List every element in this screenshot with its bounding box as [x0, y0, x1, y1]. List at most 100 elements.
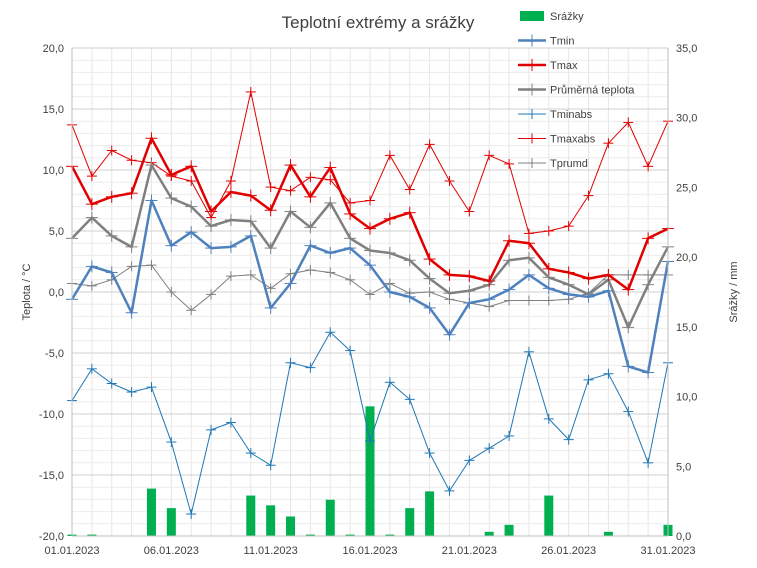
data-point [125, 306, 138, 319]
data-point [206, 289, 217, 300]
data-point [403, 206, 416, 219]
y-tick-left-label: 5,0 [49, 226, 64, 238]
data-point [365, 435, 375, 446]
precipitation-bar [325, 499, 335, 536]
data-point [305, 172, 316, 183]
y-tick-left-label: -15,0 [39, 470, 64, 482]
data-point [285, 268, 296, 279]
data-point [245, 86, 256, 97]
data-point [503, 283, 516, 296]
y-tick-right-label: 25,0 [676, 182, 697, 194]
legend-label: Průměrná teplota [550, 85, 635, 97]
data-point [166, 287, 177, 297]
data-point [105, 190, 118, 203]
data-point [264, 204, 277, 217]
data-point [503, 254, 516, 267]
data-point [364, 244, 376, 257]
y-tick-left-label: 15,0 [43, 104, 64, 116]
data-point [145, 194, 158, 207]
data-point [603, 368, 614, 379]
data-point [403, 254, 416, 267]
data-point [85, 211, 98, 224]
y-tick-left-label: 10,0 [43, 165, 64, 177]
data-point [324, 196, 337, 209]
legend-label: Tmax [550, 60, 578, 72]
x-tick-label: 16.01.2023 [342, 545, 397, 557]
data-point [205, 220, 218, 233]
data-point [483, 275, 496, 288]
data-point [424, 287, 435, 297]
data-point [583, 190, 594, 201]
data-point [463, 270, 476, 283]
data-point [106, 378, 117, 389]
data-point [284, 205, 297, 218]
data-point [245, 448, 256, 459]
precipitation-bar [166, 508, 176, 536]
data-point [224, 185, 237, 198]
legend-label: Tmaxabs [550, 134, 596, 146]
legend-label: Tmin [550, 36, 574, 48]
data-point [245, 269, 256, 280]
data-point [86, 171, 97, 182]
data-point [165, 192, 178, 205]
data-point [443, 328, 456, 341]
data-point [224, 240, 237, 253]
data-point [205, 205, 218, 218]
data-point [602, 268, 615, 281]
data-point [145, 132, 158, 145]
data-point [443, 287, 456, 300]
precipitation-bar [345, 534, 355, 536]
precipitation-bar [405, 508, 415, 536]
data-point [383, 286, 396, 298]
data-point [424, 448, 435, 459]
data-point [622, 283, 635, 296]
data-point [325, 267, 336, 278]
x-tick-label: 06.01.2023 [144, 545, 199, 557]
data-point [384, 377, 395, 388]
data-point [622, 321, 635, 334]
data-point [583, 374, 594, 385]
precipitation-bar [87, 534, 97, 536]
y-tick-right-label: 0,0 [676, 531, 691, 543]
data-point [542, 262, 555, 275]
data-point [345, 345, 356, 356]
data-point [285, 357, 296, 368]
data-point [444, 175, 455, 186]
data-point [284, 159, 297, 172]
data-point [344, 242, 357, 255]
data-point [186, 509, 197, 520]
data-point [126, 387, 137, 398]
x-tick-label: 31.01.2023 [640, 545, 695, 557]
data-point [562, 288, 575, 301]
data-point [603, 138, 614, 149]
data-point [383, 246, 396, 259]
data-point [562, 266, 575, 279]
precipitation-bar [146, 488, 156, 536]
precipitation-bar [365, 406, 375, 536]
data-point [522, 268, 535, 281]
data-point [423, 272, 436, 285]
precipitation-bars [67, 406, 673, 536]
data-point [265, 460, 276, 471]
data-point [324, 246, 337, 259]
data-point [305, 362, 316, 373]
data-point [125, 240, 138, 253]
y-tick-left-label: -10,0 [39, 409, 64, 421]
data-point [464, 455, 475, 466]
data-point [85, 260, 98, 273]
data-point [304, 221, 317, 234]
data-point [185, 226, 198, 239]
data-point [206, 424, 217, 435]
data-point [443, 268, 456, 281]
precipitation-bar [504, 524, 514, 536]
data-point [504, 158, 515, 169]
data-point [365, 289, 375, 300]
data-point [85, 198, 98, 211]
data-point [284, 277, 297, 290]
data-point [504, 295, 515, 306]
data-point [404, 184, 415, 195]
legend-label: Srážky [550, 11, 584, 23]
data-point [623, 406, 634, 417]
data-point [224, 214, 237, 227]
data-point [244, 215, 257, 228]
